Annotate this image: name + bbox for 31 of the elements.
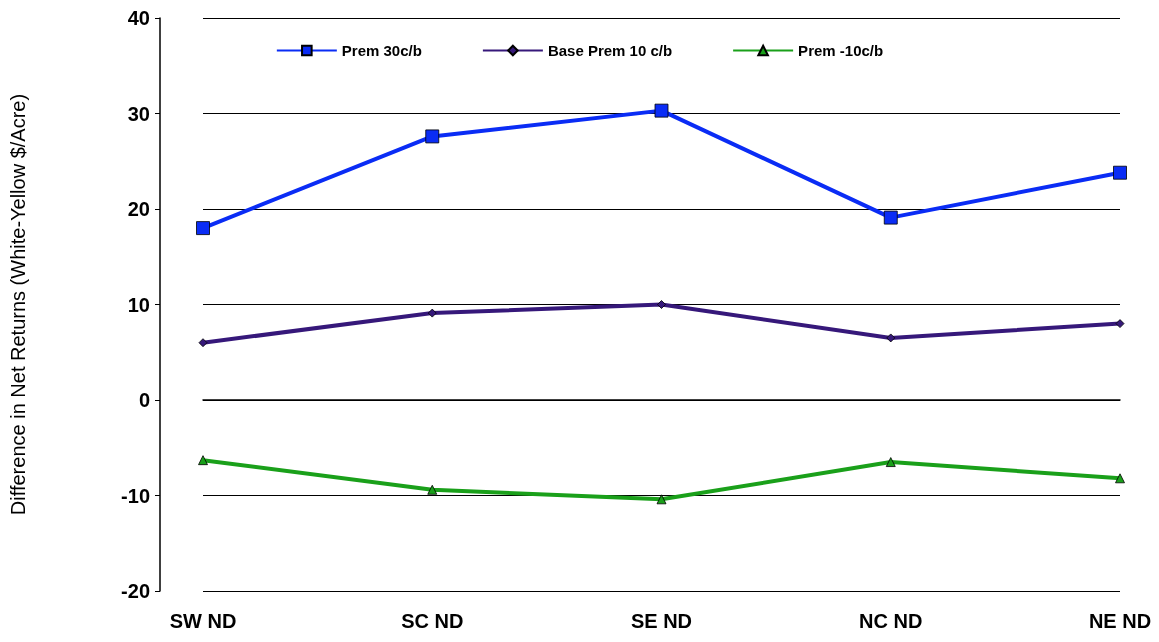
point: [427, 484, 438, 495]
point: [885, 457, 896, 467]
point: [196, 221, 210, 235]
x-tick-label: NE ND: [1088, 610, 1152, 632]
y-tick-label: -20: [121, 580, 150, 602]
point: [654, 103, 669, 118]
y-tick-label: 0: [138, 389, 150, 411]
legend-label: Prem 30c/b: [341, 42, 422, 59]
x-tick-label: NC ND: [859, 610, 923, 632]
y-tick-label: 10: [127, 293, 150, 316]
y-tick-label: 40: [127, 7, 150, 29]
point: [1115, 319, 1125, 328]
point: [1115, 473, 1125, 484]
x-tick-label: SW ND: [169, 610, 237, 632]
point: [883, 210, 898, 225]
legend-label: Prem -10c/b: [798, 42, 884, 59]
point: [657, 300, 666, 309]
point: [427, 308, 437, 318]
x-tick-label: SE ND: [630, 610, 693, 632]
point: [1113, 165, 1127, 180]
point: [198, 455, 208, 466]
x-tick-label: SC ND: [401, 610, 464, 632]
y-tick-label: 30: [127, 102, 150, 125]
y-axis-title: Difference in Net Returns (White-Yellow $/Acre): [7, 93, 29, 516]
y-tick-label: -10: [121, 484, 150, 507]
point: [886, 333, 896, 343]
point: [656, 494, 667, 505]
point: [198, 338, 208, 348]
y-tick-label: 20: [127, 198, 150, 220]
point: [425, 129, 440, 144]
legend-label: Base Prem 10 c/b: [547, 42, 673, 59]
